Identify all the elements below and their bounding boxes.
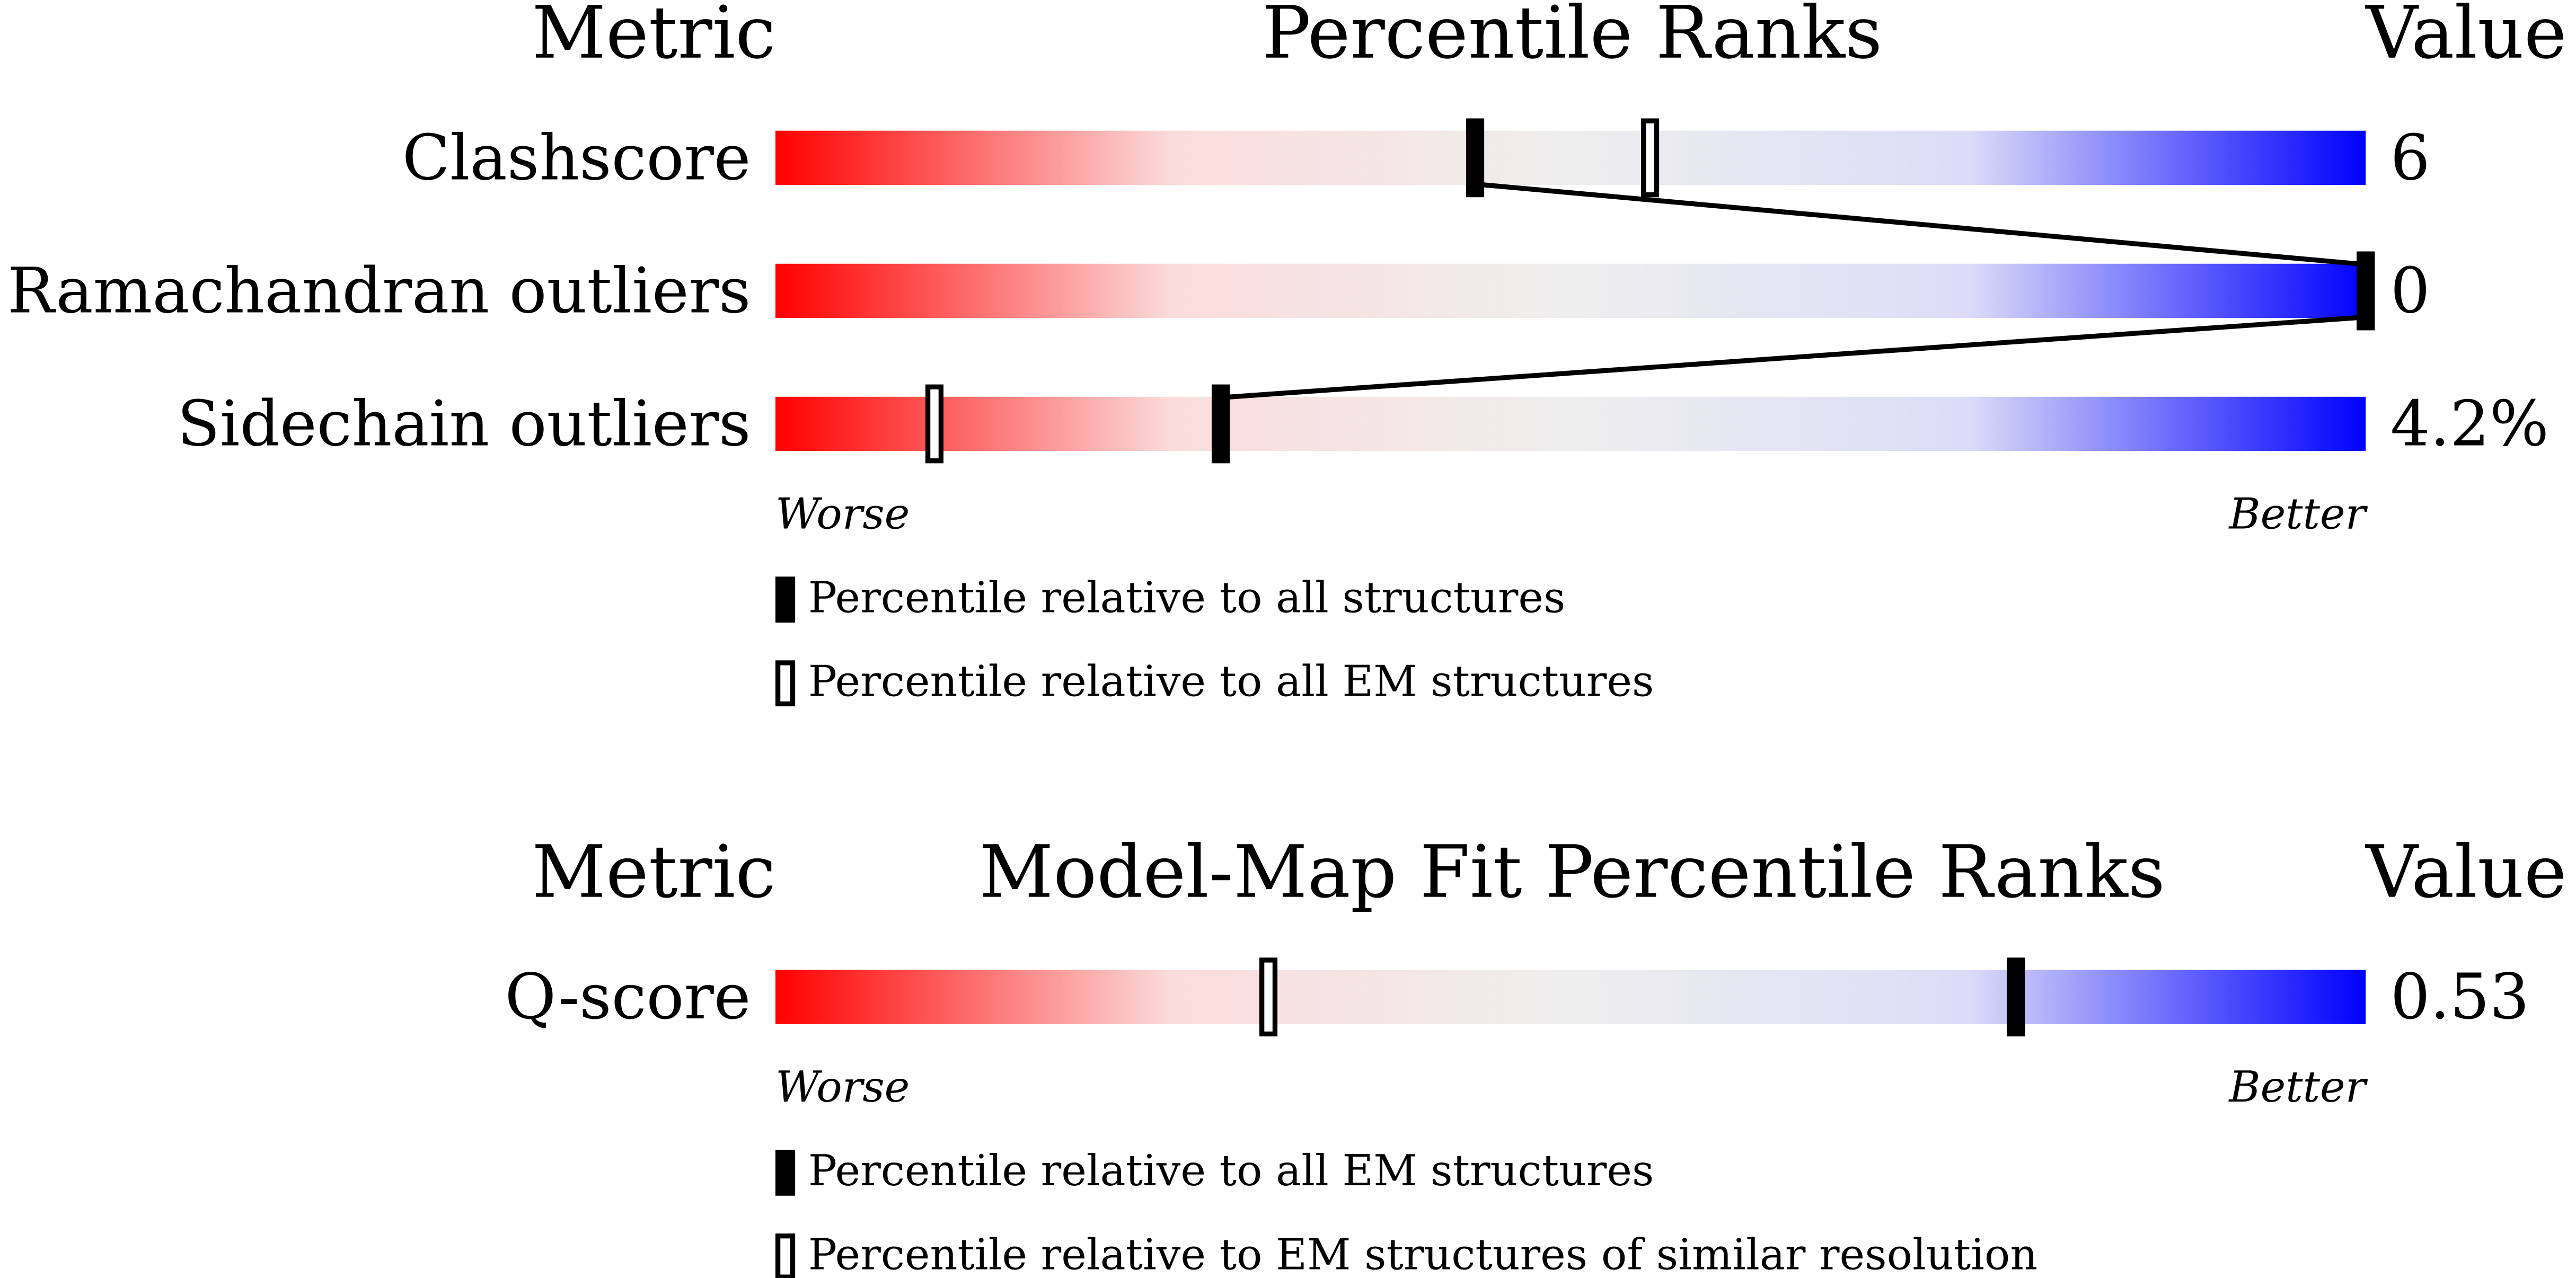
axis-label-high: Better [2228, 1062, 2368, 1112]
percentile-bar [775, 263, 2366, 318]
chart-title: Percentile Ranks [1262, 0, 1882, 75]
marker-filled [1211, 384, 1230, 464]
metric-value: 4.2% [2390, 387, 2549, 460]
metric-label: Clashscore [402, 121, 751, 194]
percentile-bar [775, 970, 2366, 1024]
legend-label: Percentile relative to all EM structures [808, 1146, 1654, 1196]
legend-label: Percentile relative to all EM structures [808, 657, 1654, 707]
connector [1220, 314, 2366, 401]
axis-label-high: Better [2228, 489, 2368, 539]
marker-open [925, 384, 944, 464]
percentile-bar [775, 396, 2366, 451]
metric-header: Metric [532, 0, 775, 75]
legend-label: Percentile relative to EM structures of … [808, 1230, 2037, 1278]
marker-filled [1466, 118, 1485, 198]
marker-open [1259, 957, 1278, 1037]
metric-header: Metric [532, 830, 775, 915]
metric-value: 0 [2390, 254, 2430, 327]
metric-value: 0.53 [2390, 961, 2529, 1033]
legend-label: Percentile relative to all structures [808, 573, 1566, 623]
marker-filled [2007, 957, 2025, 1037]
metric-label: Sidechain outliers [177, 387, 751, 460]
metric-value: 6 [2390, 121, 2430, 194]
chart-title: Model-Map Fit Percentile Ranks [980, 830, 2165, 915]
connector [1475, 181, 2366, 267]
axis-label-low: Worse [775, 1062, 910, 1112]
metric-label: Q-score [505, 961, 751, 1033]
legend-swatch [775, 660, 796, 707]
axis-label-low: Worse [775, 489, 910, 539]
marker-filled [2357, 251, 2375, 331]
percentile-bar [775, 130, 2366, 185]
value-header: Value [2365, 830, 2566, 915]
value-header: Value [2365, 0, 2566, 75]
legend-swatch [775, 1149, 796, 1196]
legend-swatch [775, 576, 796, 623]
legend-swatch [775, 1233, 796, 1278]
metric-label: Ramachandran outliers [7, 254, 751, 327]
marker-open [1641, 118, 1660, 198]
